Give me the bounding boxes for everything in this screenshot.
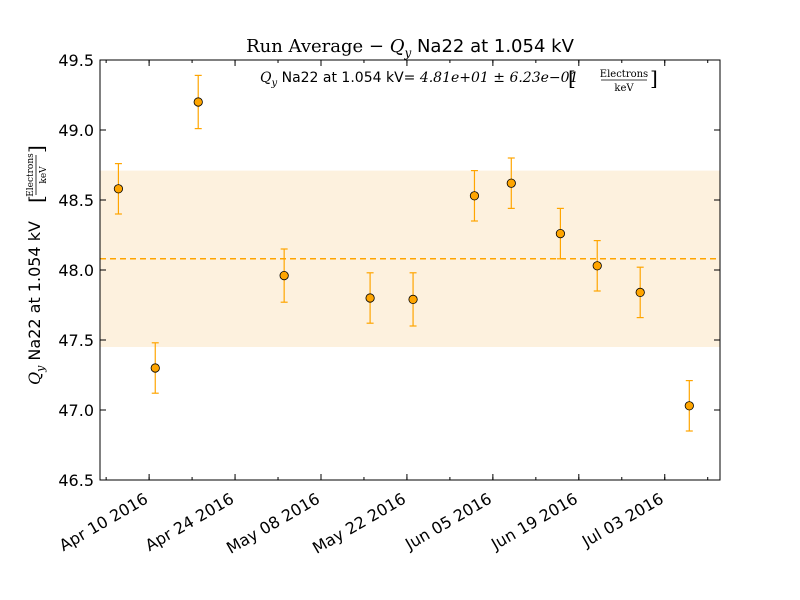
annotation-bracket-left: [ (568, 66, 576, 90)
data-marker (365, 293, 375, 303)
title-suffix: Na22 at 1.054 kV (411, 36, 574, 57)
data-marker (193, 97, 203, 107)
data-point (684, 380, 694, 432)
y-label-bracket-right: ] (24, 145, 48, 153)
data-marker (635, 287, 645, 297)
data-marker (279, 270, 289, 281)
title-symbol: Q (390, 36, 405, 57)
data-point (408, 272, 418, 327)
data-points (113, 74, 694, 432)
data-point (469, 170, 480, 222)
y-label-unit-numerator: Electrons (26, 153, 36, 197)
annotation-bracket-right: ] (650, 66, 658, 90)
data-marker (469, 191, 480, 201)
annotation-text: Qy Na22 at 1.054 kV= 4.81e+01 ± 6.23e−01 (260, 70, 578, 89)
y-label-subscript: y (34, 365, 47, 373)
annotation-unit-denominator: keV (614, 83, 634, 94)
data-point (113, 163, 124, 215)
y-tick-label: 46.5 (58, 471, 94, 490)
y-tick-label: 49.5 (58, 51, 94, 70)
data-point (555, 207, 565, 260)
x-tick-label: May 08 2016 (223, 489, 323, 558)
annotation-unit-numerator: Electrons (600, 69, 648, 80)
annotation-equation: = 4.81e+01 ± 6.23e−01 (404, 70, 579, 86)
data-marker (555, 229, 565, 239)
data-marker (684, 401, 694, 411)
y-tick-label: 47.0 (58, 401, 94, 420)
y-axis-label: Qy Na22 at 1.054 kV [ Electrons keV ] (24, 145, 49, 385)
plot-area: 46.5 47.0 47.5 48.0 48.5 49.0 49.5 Apr 10 2016A… (56, 51, 721, 558)
data-marker (150, 363, 160, 373)
y-tick-label: 47.5 (58, 331, 94, 350)
data-point (150, 342, 160, 394)
data-point (635, 266, 645, 319)
x-tick-label: Apr 10 2016 (56, 489, 151, 555)
x-tick-label: Apr 24 2016 (142, 489, 237, 555)
y-label-unit-denominator: keV (39, 166, 49, 184)
data-marker (408, 294, 418, 304)
data-point (193, 74, 203, 130)
data-marker (113, 184, 124, 194)
annotation-label: Na22 at 1.054 kV (277, 70, 404, 86)
data-marker (592, 261, 602, 271)
x-tick-label: Jun 05 2016 (401, 489, 495, 554)
y-label-text: Qy Na22 at 1.054 kV (25, 221, 47, 385)
chart-title: Run Average − Qy Na22 at 1.054 kV (246, 36, 574, 60)
x-tick-label: May 22 2016 (309, 489, 409, 558)
annotation-symbol: Q (260, 70, 272, 86)
x-tick-label: Jul 03 2016 (578, 489, 667, 551)
data-point (506, 157, 516, 209)
y-label-symbol: Q (25, 372, 44, 385)
y-tick-label: 48.5 (58, 191, 94, 210)
data-point (365, 272, 375, 324)
y-label-main: Na22 at 1.054 kV (25, 221, 44, 366)
annotation-subscript: y (270, 78, 277, 89)
y-tick-label: 48.0 (58, 261, 94, 280)
title-prefix: Run Average − (246, 36, 390, 57)
annotation: Qy Na22 at 1.054 kV= 4.81e+01 ± 6.23e−01… (260, 66, 658, 94)
data-point (592, 240, 602, 292)
y-tick-label: 49.0 (58, 121, 94, 140)
data-point (279, 248, 289, 303)
title-subscript: y (403, 46, 411, 60)
x-tick-label: Jun 19 2016 (487, 489, 581, 554)
y-label-bracket-left: [ (24, 195, 48, 203)
data-marker (506, 178, 516, 188)
